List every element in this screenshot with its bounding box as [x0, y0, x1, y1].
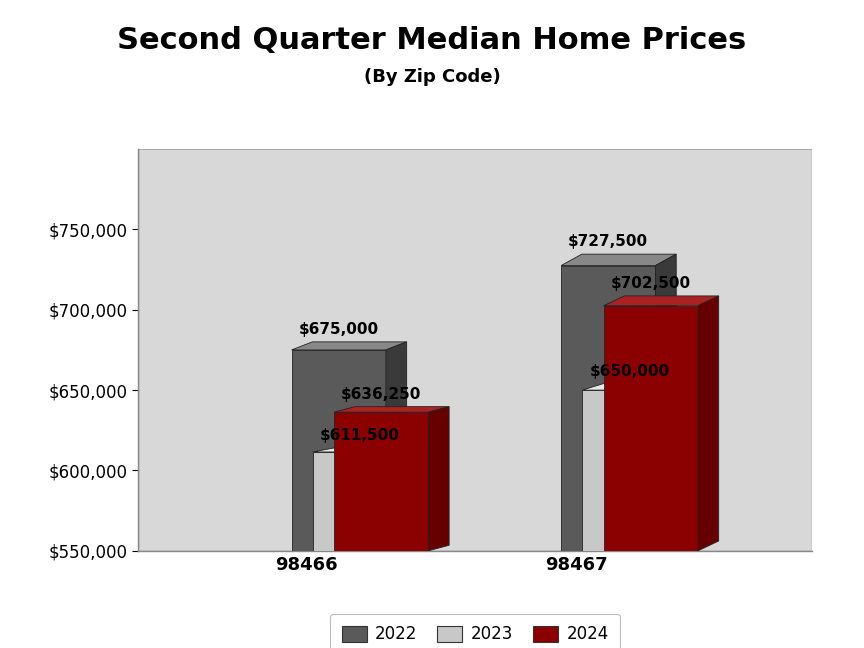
- Text: Second Quarter Median Home Prices: Second Quarter Median Home Prices: [118, 26, 746, 55]
- Bar: [604, 306, 698, 551]
- Polygon shape: [677, 384, 697, 551]
- Polygon shape: [334, 407, 449, 412]
- Text: $636,250: $636,250: [341, 387, 422, 402]
- Polygon shape: [604, 296, 719, 306]
- Polygon shape: [407, 448, 428, 551]
- Polygon shape: [582, 384, 697, 390]
- Polygon shape: [386, 342, 407, 551]
- Text: (By Zip Code): (By Zip Code): [364, 68, 500, 86]
- Polygon shape: [812, 121, 853, 551]
- Polygon shape: [561, 254, 677, 266]
- Text: $675,000: $675,000: [299, 322, 378, 337]
- Polygon shape: [429, 407, 449, 551]
- Bar: [313, 452, 407, 551]
- Bar: [561, 266, 656, 551]
- Text: $727,500: $727,500: [569, 235, 648, 249]
- Text: $702,500: $702,500: [611, 276, 691, 291]
- Polygon shape: [138, 121, 853, 149]
- Legend: 2022, 2023, 2024: 2022, 2023, 2024: [330, 614, 620, 648]
- Polygon shape: [291, 342, 407, 350]
- Text: $611,500: $611,500: [320, 428, 400, 443]
- Bar: [334, 412, 429, 551]
- Polygon shape: [313, 448, 428, 452]
- Polygon shape: [698, 296, 719, 551]
- Bar: [291, 350, 386, 551]
- Polygon shape: [656, 254, 677, 551]
- Bar: [582, 390, 677, 551]
- Text: $650,000: $650,000: [589, 364, 670, 379]
